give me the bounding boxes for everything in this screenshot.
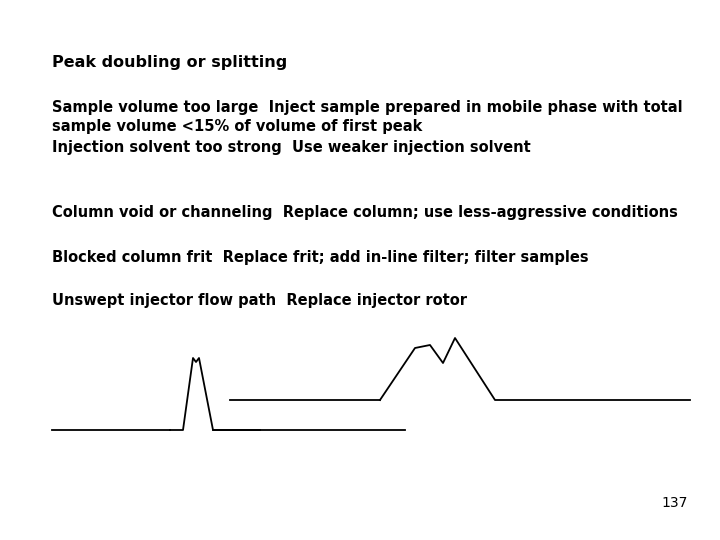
Text: Injection solvent too strong  Use weaker injection solvent: Injection solvent too strong Use weaker … [52,140,531,155]
Text: Column void or channeling  Replace column; use less-aggressive conditions: Column void or channeling Replace column… [52,205,678,220]
Text: Sample volume too large  Inject sample prepared in mobile phase with total
sampl: Sample volume too large Inject sample pr… [52,100,683,134]
Text: Peak doubling or splitting: Peak doubling or splitting [52,55,287,70]
Text: 137: 137 [662,496,688,510]
Text: Unswept injector flow path  Replace injector rotor: Unswept injector flow path Replace injec… [52,293,467,308]
Text: Blocked column frit  Replace frit; add in-line filter; filter samples: Blocked column frit Replace frit; add in… [52,250,589,265]
